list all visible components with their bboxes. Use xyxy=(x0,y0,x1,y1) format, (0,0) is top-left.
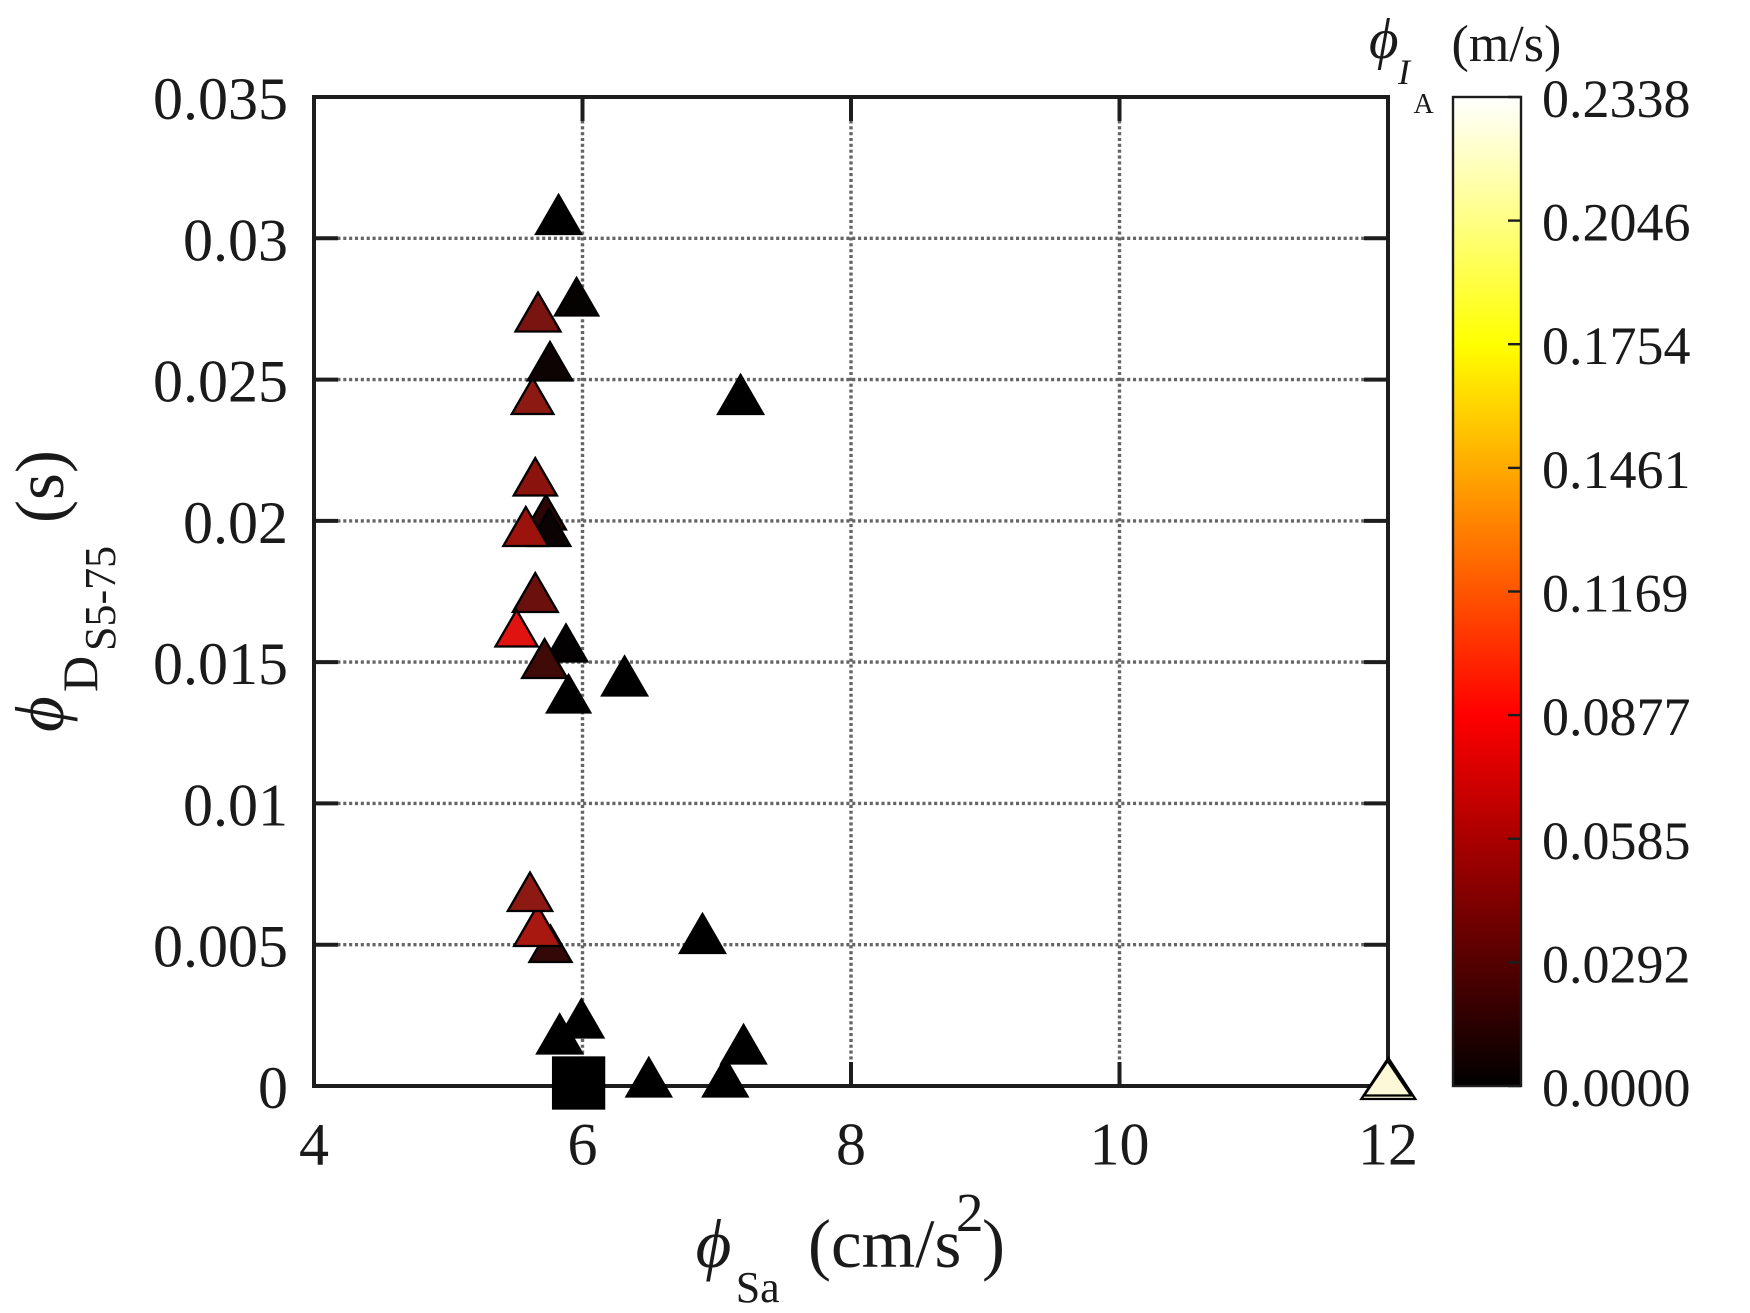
svg-text:(cm/s: (cm/s xyxy=(808,1206,961,1282)
svg-text:6: 6 xyxy=(568,1112,598,1178)
svg-text:0.0292: 0.0292 xyxy=(1542,934,1691,994)
svg-text:0.0877: 0.0877 xyxy=(1542,687,1691,747)
svg-text:S5-75: S5-75 xyxy=(76,546,125,651)
svg-text:A: A xyxy=(1414,89,1435,120)
svg-text:0.01: 0.01 xyxy=(183,772,288,838)
svg-text:8: 8 xyxy=(836,1112,866,1178)
svg-text:D: D xyxy=(52,656,108,692)
svg-text:0.1169: 0.1169 xyxy=(1542,564,1689,624)
svg-text:ϕ: ϕ xyxy=(696,1206,732,1282)
svg-text:10: 10 xyxy=(1090,1112,1150,1178)
svg-text:(s): (s) xyxy=(2,450,78,523)
svg-text:2: 2 xyxy=(956,1182,984,1243)
svg-text:0.0585: 0.0585 xyxy=(1542,811,1691,871)
svg-text:ϕ: ϕ xyxy=(1369,8,1399,71)
svg-text:12: 12 xyxy=(1358,1112,1418,1178)
svg-text:Sa: Sa xyxy=(736,1263,780,1312)
svg-text:): ) xyxy=(982,1206,1005,1282)
svg-text:0.025: 0.025 xyxy=(153,349,288,415)
svg-text:0.03: 0.03 xyxy=(183,207,288,273)
svg-text:0.035: 0.035 xyxy=(153,66,288,132)
svg-text:0.005: 0.005 xyxy=(153,914,288,980)
svg-text:4: 4 xyxy=(299,1112,329,1178)
svg-text:(m/s): (m/s) xyxy=(1452,16,1562,73)
svg-text:0.2046: 0.2046 xyxy=(1542,193,1691,253)
svg-text:0.0000: 0.0000 xyxy=(1542,1058,1691,1118)
svg-text:0.02: 0.02 xyxy=(183,490,288,556)
svg-text:ϕ: ϕ xyxy=(2,696,78,732)
svg-text:0.1754: 0.1754 xyxy=(1542,316,1691,376)
svg-text:0: 0 xyxy=(258,1055,288,1121)
svg-text:0.1461: 0.1461 xyxy=(1542,440,1691,500)
svg-text:0.015: 0.015 xyxy=(153,631,288,697)
svg-text:0.2338: 0.2338 xyxy=(1542,69,1691,129)
svg-text:I: I xyxy=(1397,52,1412,92)
